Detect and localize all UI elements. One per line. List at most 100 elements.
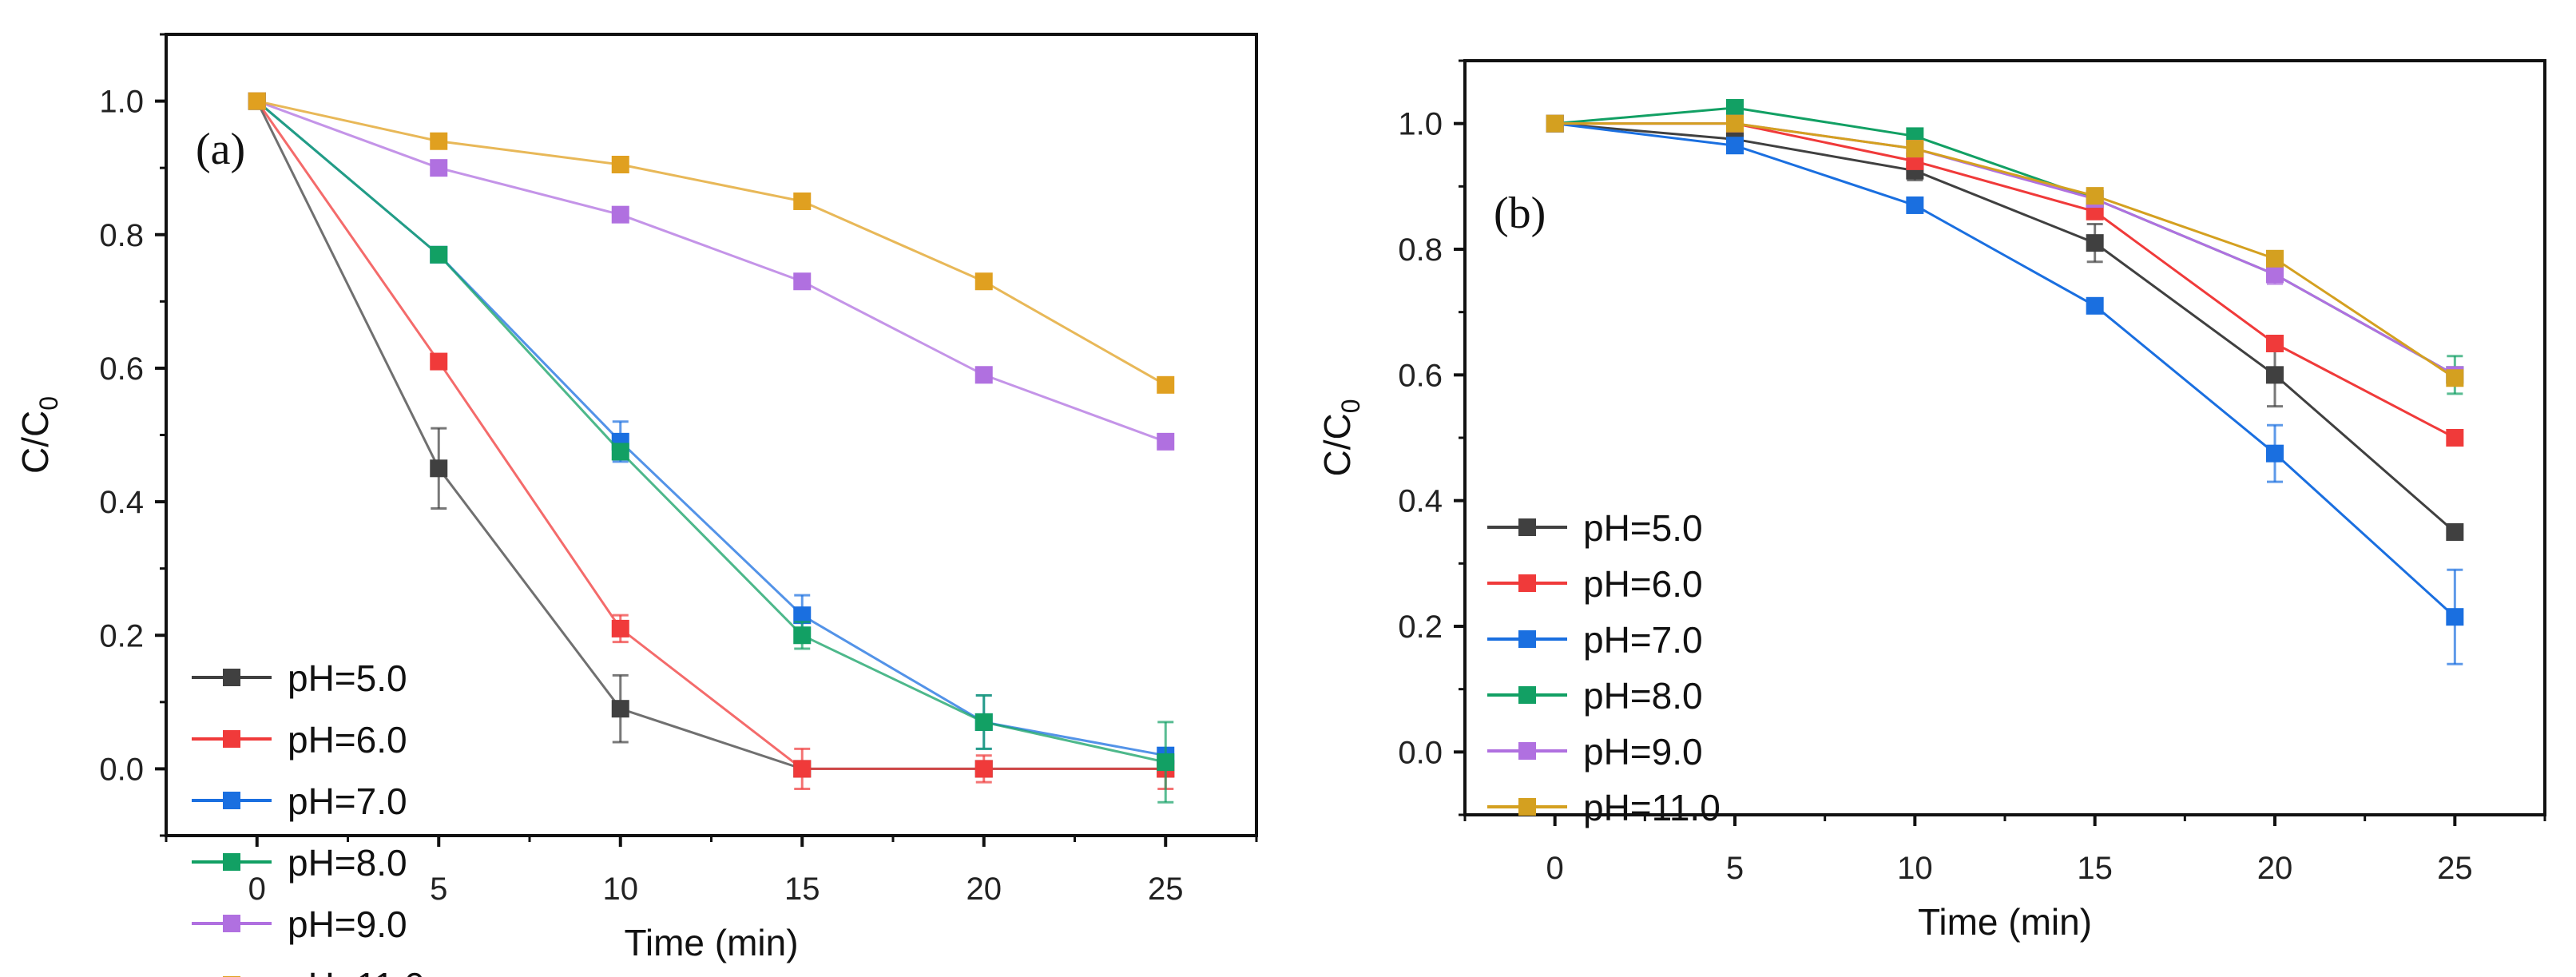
y-tick-label: 0.0 [99, 752, 144, 787]
panel-b: 0 5 10 15 20 25 0.0 0.2 0.4 0.6 0.8 1.0 Time (min) C/… [1316, 59, 2546, 943]
x-tick-label: 15 [2077, 851, 2113, 886]
data-point [2266, 335, 2284, 352]
data-point [430, 459, 448, 478]
series-line [256, 100, 1166, 443]
data-point [2266, 249, 2284, 268]
data-point [1157, 432, 1175, 451]
x-tick-label: 25 [1148, 872, 1184, 907]
x-tick-label: 5 [430, 872, 447, 907]
plot-frame [165, 33, 1258, 837]
y-tick-label: 0.4 [1398, 484, 1443, 519]
y-axis-label-main: C/C [1316, 413, 1358, 476]
x-tick-label: 5 [1726, 851, 1744, 886]
legend-marker [223, 669, 240, 686]
legend-label: pH=7.0 [288, 780, 407, 822]
data-point [1906, 140, 1924, 158]
panel-label: (a) [196, 125, 245, 174]
data-point [2266, 444, 2284, 463]
legend-label: pH=8.0 [288, 842, 407, 884]
legend-marker [1518, 574, 1536, 592]
data-point [974, 272, 993, 291]
data-point [793, 626, 812, 645]
series-pH-7-0 [1546, 114, 2464, 665]
y-tick-label: 0.8 [99, 218, 144, 253]
series-line [1554, 122, 2456, 379]
data-point [793, 760, 812, 778]
x-axis-label: Time (min) [624, 922, 798, 963]
data-point [2266, 366, 2284, 384]
y-tick-label: 1.0 [99, 85, 144, 120]
x-tick-label: 0 [1546, 851, 1564, 886]
series-line [1554, 122, 2456, 376]
legend-label: pH=6.0 [1583, 563, 1703, 605]
y-tick-label: 1.0 [1398, 107, 1443, 142]
legend-label: pH=11.0 [1583, 787, 1721, 828]
y-axis-label-main: C/C [14, 411, 56, 474]
x-tick-label: 15 [784, 872, 820, 907]
x-tick-label: 20 [2257, 851, 2293, 886]
data-point [1726, 99, 1744, 117]
series-pH-8-0 [1546, 99, 2464, 395]
data-point [430, 132, 448, 150]
series-pH-9-0 [1546, 114, 2464, 384]
legend-marker [1518, 630, 1536, 648]
legend-marker [223, 853, 240, 871]
data-point [248, 92, 266, 110]
data-point [793, 606, 812, 625]
legend-label: pH=9.0 [288, 904, 407, 945]
y-axis-label-subscript: 0 [1336, 399, 1365, 413]
series-line [1554, 122, 2456, 439]
x-axis-label: Time (min) [1918, 901, 2092, 943]
x-tick-label: 10 [603, 872, 639, 907]
y-tick-label: 0.6 [99, 351, 144, 387]
legend-marker [1518, 742, 1536, 760]
legend-label: pH=6.0 [288, 719, 407, 761]
data-point [974, 713, 993, 731]
data-point [2446, 523, 2464, 541]
data-point [611, 155, 629, 173]
data-point [1546, 114, 1564, 133]
y-tick-label: 0.6 [1398, 358, 1443, 393]
x-tick-label: 20 [966, 872, 1002, 907]
panel-label: (b) [1494, 189, 1546, 238]
legend-label: pH=7.0 [1583, 619, 1703, 661]
series-line [256, 100, 1166, 764]
data-point [430, 352, 448, 371]
y-tick-label: 0.0 [1398, 735, 1443, 770]
y-axis-label-subscript: 0 [34, 396, 63, 411]
legend-marker [223, 915, 240, 932]
data-point [1157, 375, 1175, 394]
data-point [974, 760, 993, 778]
data-point [611, 619, 629, 637]
data-point [1906, 196, 1924, 214]
legend-label: pH=8.0 [1583, 675, 1703, 717]
series-pH-5-0 [1546, 114, 2464, 541]
y-axis-label: C/C0 [14, 396, 63, 474]
data-point [2446, 369, 2464, 387]
data-point [611, 700, 629, 718]
data-point [2086, 234, 2104, 252]
series-line [256, 100, 1166, 770]
series-pH-11-0 [248, 92, 1175, 394]
x-tick-label: 0 [248, 872, 266, 907]
legend-label: pH=5.0 [288, 657, 407, 699]
data-point [1157, 753, 1175, 772]
data-point [1726, 114, 1744, 133]
series-pH-11-0 [1546, 114, 2464, 387]
series-line [256, 100, 1166, 387]
data-point [793, 192, 812, 210]
data-point [2086, 296, 2104, 315]
data-point [2266, 265, 2284, 284]
series-line [1554, 106, 2456, 376]
data-point [611, 443, 629, 461]
legend-marker [223, 730, 240, 748]
legend-label: pH=5.0 [1583, 507, 1703, 549]
y-tick-label: 0.4 [99, 485, 144, 520]
data-point [793, 272, 812, 291]
legend-marker [1518, 686, 1536, 704]
y-tick-label: 0.2 [1398, 610, 1443, 645]
data-point [430, 159, 448, 177]
series-line [1554, 122, 2456, 618]
legend-marker [1518, 798, 1536, 816]
